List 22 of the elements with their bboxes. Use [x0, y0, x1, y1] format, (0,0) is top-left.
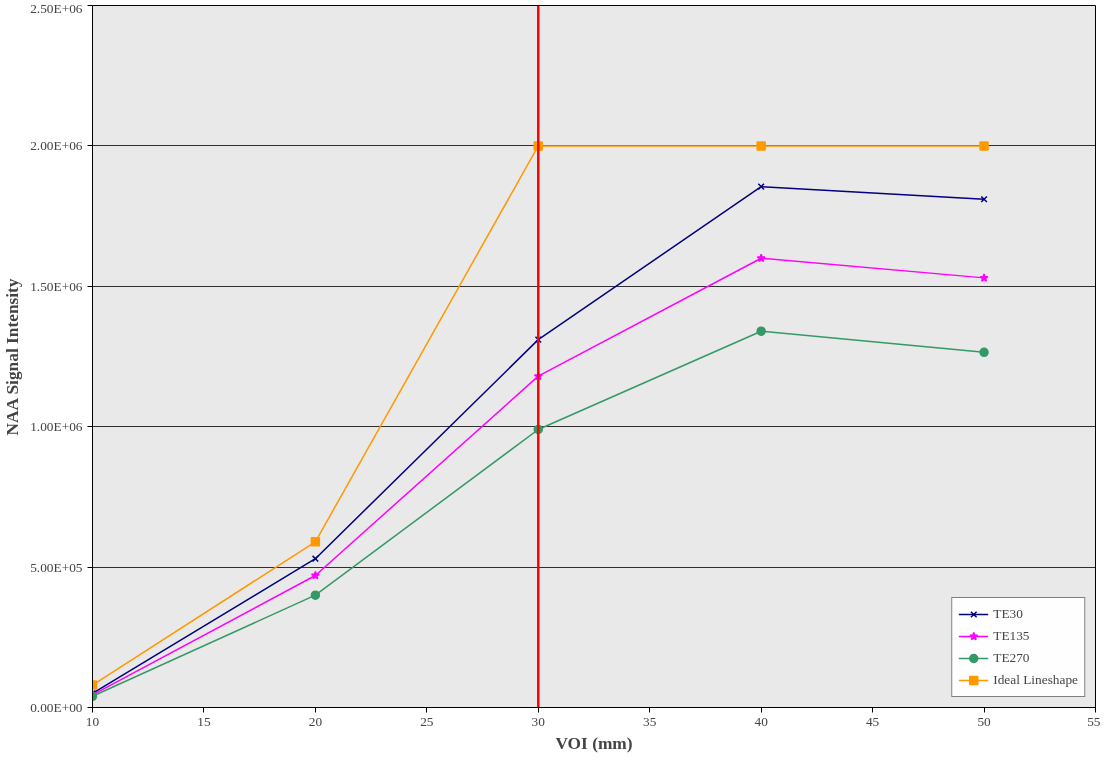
x-tick-label: 55 [1087, 713, 1101, 729]
x-tick-label: 35 [643, 713, 657, 729]
x-tick-label: 20 [308, 713, 323, 729]
y-tick-label: 2.00E+06 [30, 138, 83, 154]
y-tick-label: 1.00E+06 [30, 419, 83, 435]
y-tick-label: 1.50E+06 [30, 278, 83, 294]
y-tick-label: 0.00E+00 [30, 700, 83, 715]
y-tick-label: 5.00E+05 [30, 559, 83, 575]
x-tick-label: 45 [865, 713, 880, 729]
x-tick-label: 15 [197, 713, 211, 729]
y-tick-label: 2.50E+06 [30, 0, 83, 16]
x-axis-title: VOI (mm) [555, 733, 633, 753]
x-tick-label: 25 [420, 713, 434, 729]
legend-label: Ideal Lineshape [993, 672, 1078, 688]
x-tick-label: 50 [977, 713, 992, 729]
x-tick-label: 40 [754, 713, 769, 729]
legend-label: TE135 [993, 628, 1030, 644]
legend-label: TE270 [993, 650, 1030, 666]
legend-label: TE30 [993, 606, 1023, 622]
y-axis-title: NAA Signal Intensity [3, 278, 23, 436]
x-tick-label: 10 [85, 713, 100, 729]
x-tick-label: 30 [531, 713, 546, 729]
